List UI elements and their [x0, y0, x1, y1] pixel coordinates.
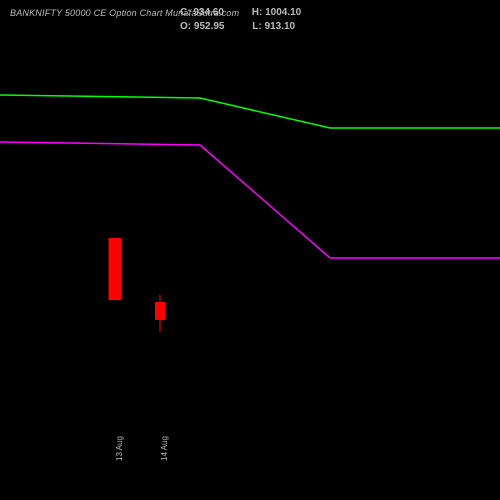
candles	[109, 238, 166, 332]
lower-line	[0, 142, 500, 258]
chart-svg	[0, 0, 500, 500]
date-label: 14 Aug	[160, 436, 169, 461]
date-label: 13 Aug	[115, 436, 124, 461]
candle-body	[155, 302, 165, 320]
candle-body	[109, 238, 122, 300]
upper-line	[0, 95, 500, 128]
trend-lines	[0, 95, 500, 258]
